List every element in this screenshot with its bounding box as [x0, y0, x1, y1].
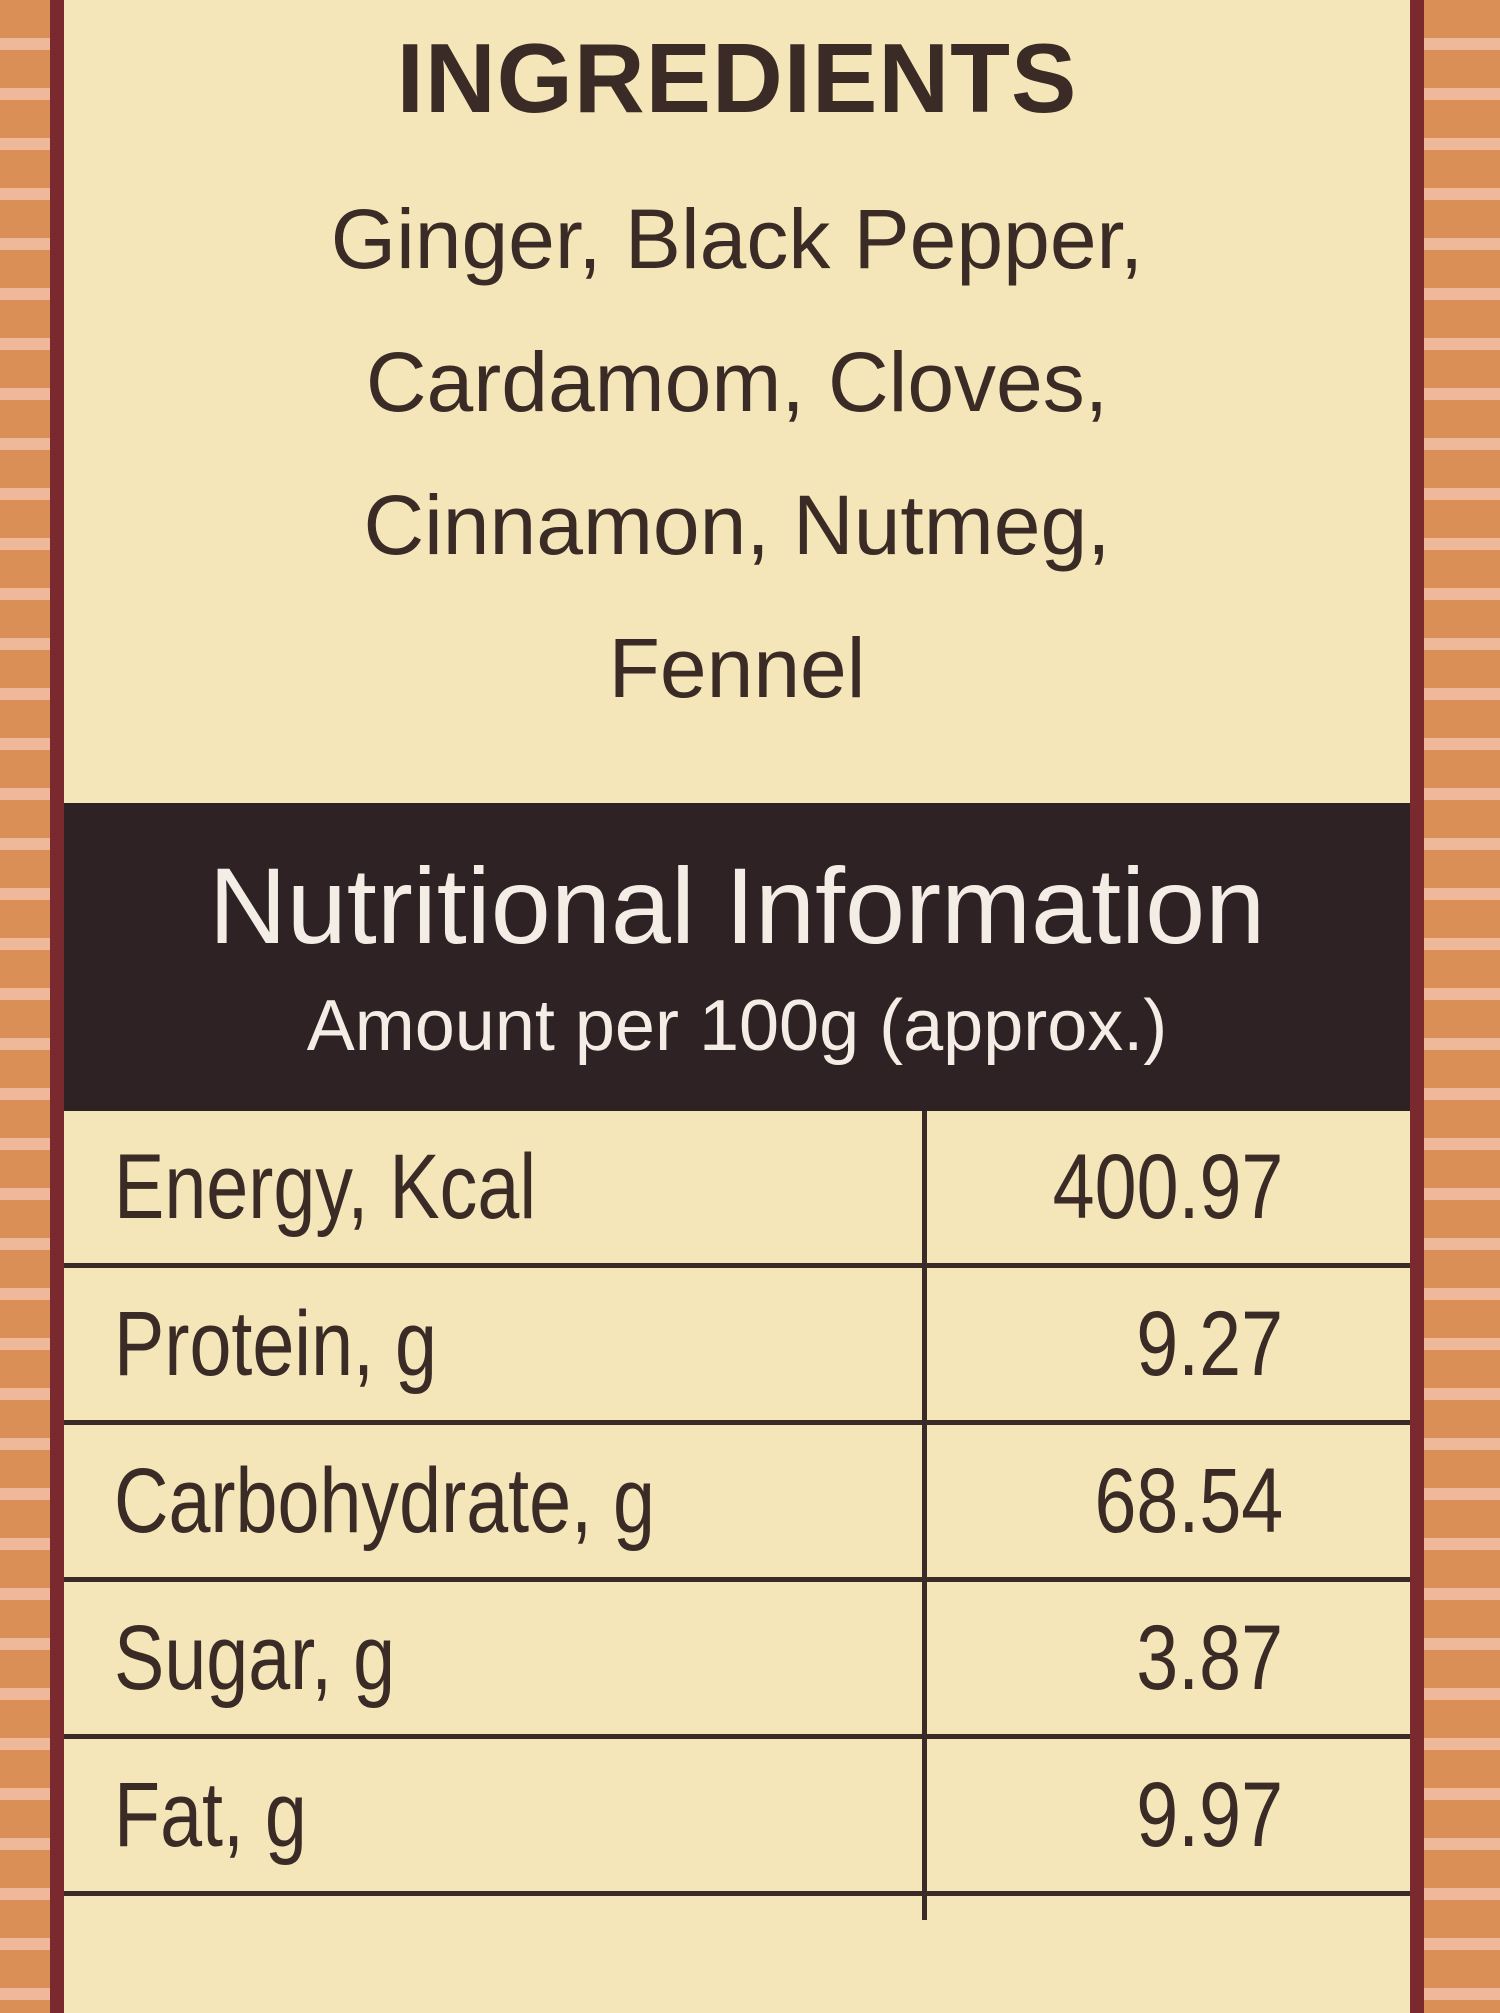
column-divider: [922, 1111, 927, 1920]
table-row: Energy, Kcal 400.97: [64, 1111, 1410, 1268]
nutrient-label: Sugar, g: [114, 1607, 396, 1709]
ingredients-list: Ginger, Black Pepper, Cardamom, Cloves, …: [64, 168, 1410, 740]
right-border: [1410, 0, 1425, 2013]
nutrition-subtitle: Amount per 100g (approx.): [306, 986, 1168, 1066]
ingredients-line: Cardamom, Cloves,: [365, 335, 1109, 429]
left-border: [50, 0, 64, 2013]
nutrition-table: Energy, Kcal 400.97 Protein, g 9.27 Carb…: [64, 1111, 1410, 1896]
nutrient-value: 400.97: [1052, 1136, 1283, 1238]
ingredients-line: Ginger, Black Pepper,: [330, 192, 1144, 286]
nutrient-value: 68.54: [1094, 1450, 1283, 1552]
right-decorative-stripe: [1424, 0, 1500, 2013]
ingredients-line: Cinnamon, Nutmeg,: [363, 478, 1111, 572]
table-row: Sugar, g 3.87: [64, 1582, 1410, 1739]
nutrition-header: Nutritional Information Amount per 100g …: [64, 803, 1410, 1111]
ingredients-line: Fennel: [608, 621, 866, 715]
nutrient-value: 9.27: [1136, 1293, 1283, 1395]
nutrient-label: Carbohydrate, g: [114, 1450, 655, 1552]
nutrient-value: 9.97: [1136, 1764, 1283, 1866]
label-panel: INGREDIENTS Ginger, Black Pepper, Cardam…: [64, 0, 1410, 2013]
table-row: Protein, g 9.27: [64, 1268, 1410, 1425]
table-row: Fat, g 9.97: [64, 1739, 1410, 1896]
nutrient-label: Protein, g: [114, 1293, 437, 1395]
nutrient-label: Energy, Kcal: [114, 1136, 537, 1238]
nutrient-value: 3.87: [1136, 1607, 1283, 1709]
left-decorative-stripe: [0, 0, 52, 2013]
nutrient-label: Fat, g: [114, 1764, 307, 1866]
ingredients-heading: INGREDIENTS: [396, 23, 1078, 133]
table-row: Carbohydrate, g 68.54: [64, 1425, 1410, 1582]
nutrition-title: Nutritional Information: [208, 845, 1266, 966]
